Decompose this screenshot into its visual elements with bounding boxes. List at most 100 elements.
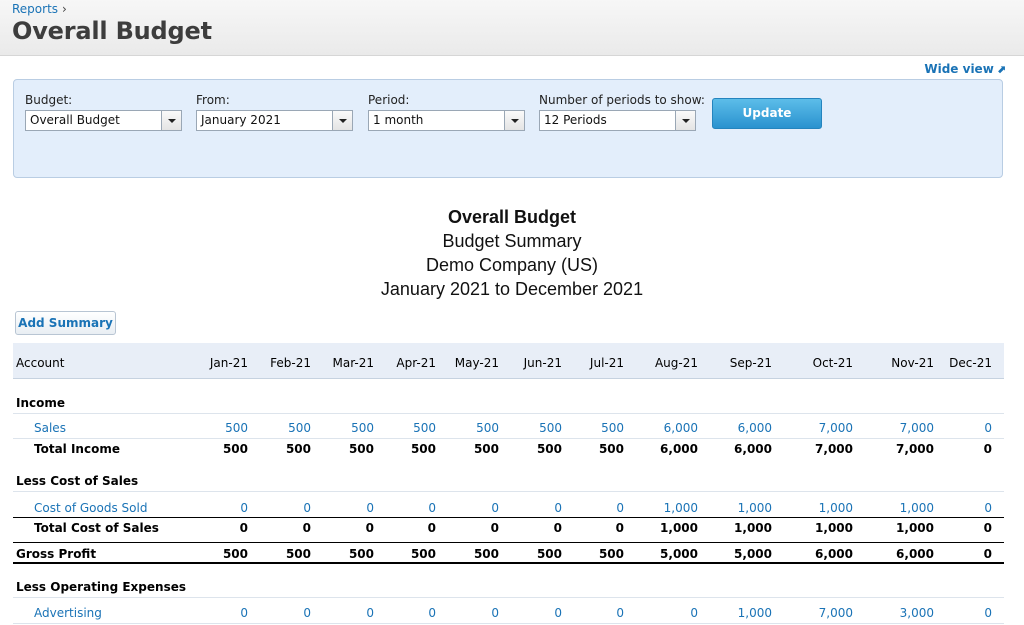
- advertising-value-8[interactable]: 0: [690, 606, 698, 620]
- total-income-value-12: 0: [983, 442, 992, 456]
- cogs-value-9[interactable]: 1,000: [737, 501, 772, 515]
- account-link-cogs[interactable]: Cost of Goods Sold: [34, 501, 148, 515]
- gross-profit-label: Gross Profit: [16, 547, 97, 561]
- periods-select-value: 12 Periods: [544, 113, 607, 127]
- budget-select[interactable]: Overall Budget: [25, 110, 182, 131]
- month-column-header-2: Feb-21: [270, 356, 311, 370]
- gross-profit-value-8: 5,000: [660, 547, 698, 561]
- total-cost-of-sales-value-11: 1,000: [896, 521, 934, 535]
- total-cost-of-sales-value-9: 1,000: [734, 521, 772, 535]
- period-field: Period: 1 month: [368, 93, 525, 131]
- advertising-value-4[interactable]: 0: [428, 606, 436, 620]
- cogs-value-7[interactable]: 0: [616, 501, 624, 515]
- page-title: Overall Budget: [12, 17, 212, 45]
- cogs-value-11[interactable]: 1,000: [899, 501, 934, 515]
- period-select-value: 1 month: [373, 113, 424, 127]
- sales-value-3[interactable]: 500: [351, 421, 374, 435]
- account-link-advertising[interactable]: Advertising: [34, 606, 102, 620]
- cogs-value-12[interactable]: 0: [984, 501, 992, 515]
- sales-value-11[interactable]: 7,000: [899, 421, 934, 435]
- total-cost-of-sales-value-6: 0: [553, 521, 562, 535]
- row-divider: [13, 542, 1004, 543]
- cogs-value-6[interactable]: 0: [554, 501, 562, 515]
- budget-label: Budget:: [25, 93, 73, 107]
- month-column-header-5: May-21: [454, 356, 499, 370]
- cogs-value-3[interactable]: 0: [366, 501, 374, 515]
- chevron-down-icon[interactable]: [161, 111, 181, 130]
- advertising-value-5[interactable]: 0: [491, 606, 499, 620]
- cogs-value-4[interactable]: 0: [428, 501, 436, 515]
- cogs-value-5[interactable]: 0: [491, 501, 499, 515]
- month-column-header-3: Mar-21: [332, 356, 374, 370]
- total-income-value-5: 500: [473, 442, 499, 456]
- add-summary-button[interactable]: Add Summary: [15, 311, 116, 335]
- total-income-value-9: 6,000: [734, 442, 772, 456]
- breadcrumb: Reports ›: [12, 2, 67, 16]
- month-column-header-4: Apr-21: [396, 356, 436, 370]
- total-income-label: Total Income: [34, 442, 120, 456]
- row-divider: [13, 491, 1004, 492]
- gross-profit-value-9: 5,000: [734, 547, 772, 561]
- gross-profit-value-12: 0: [983, 547, 992, 561]
- advertising-value-3[interactable]: 0: [366, 606, 374, 620]
- advertising-value-9[interactable]: 1,000: [737, 606, 772, 620]
- cogs-value-8[interactable]: 1,000: [663, 501, 698, 515]
- advertising-value-1[interactable]: 0: [240, 606, 248, 620]
- chevron-down-icon[interactable]: [504, 111, 524, 130]
- month-column-header-6: Jun-21: [523, 356, 562, 370]
- periods-select[interactable]: 12 Periods: [539, 110, 696, 131]
- sales-value-6[interactable]: 500: [539, 421, 562, 435]
- total-cost-of-sales-label: Total Cost of Sales: [34, 521, 159, 535]
- month-column-header-9: Sep-21: [729, 356, 772, 370]
- cogs-value-2[interactable]: 0: [303, 501, 311, 515]
- total-cost-of-sales-value-7: 0: [615, 521, 624, 535]
- sales-value-2[interactable]: 500: [288, 421, 311, 435]
- row-divider: [13, 623, 1004, 624]
- sales-value-4[interactable]: 500: [413, 421, 436, 435]
- from-field: From: January 2021: [196, 93, 353, 131]
- sales-value-12[interactable]: 0: [984, 421, 992, 435]
- total-income-value-8: 6,000: [660, 442, 698, 456]
- advertising-value-12[interactable]: 0: [984, 606, 992, 620]
- cogs-value-10[interactable]: 1,000: [818, 501, 853, 515]
- month-column-header-12: Dec-21: [949, 356, 992, 370]
- section-cost-of-sales: Less Cost of Sales: [16, 474, 139, 488]
- chevron-down-icon[interactable]: [332, 111, 352, 130]
- report-subtitle: Budget Summary: [442, 231, 582, 251]
- advertising-value-7[interactable]: 0: [616, 606, 624, 620]
- total-cost-of-sales-value-5: 0: [490, 521, 499, 535]
- advertising-value-11[interactable]: 3,000: [899, 606, 934, 620]
- from-select[interactable]: January 2021: [196, 110, 353, 131]
- budget-select-value: Overall Budget: [30, 113, 120, 127]
- row-divider: [13, 517, 1004, 518]
- breadcrumb-reports-link[interactable]: Reports: [12, 2, 59, 16]
- sales-value-7[interactable]: 500: [601, 421, 624, 435]
- sales-value-9[interactable]: 6,000: [737, 421, 772, 435]
- section-operating-expenses: Less Operating Expenses: [16, 580, 186, 594]
- advertising-value-6[interactable]: 0: [554, 606, 562, 620]
- total-cost-of-sales-value-3: 0: [365, 521, 374, 535]
- account-link-sales[interactable]: Sales: [34, 421, 66, 435]
- total-cost-of-sales-value-8: 1,000: [660, 521, 698, 535]
- report-date-range: January 2021 to December 2021: [380, 279, 644, 299]
- total-income-value-7: 500: [598, 442, 624, 456]
- advertising-value-10[interactable]: 7,000: [818, 606, 853, 620]
- sales-value-1[interactable]: 500: [225, 421, 248, 435]
- sales-value-10[interactable]: 7,000: [818, 421, 853, 435]
- total-income-value-11: 7,000: [896, 442, 934, 456]
- advertising-value-2[interactable]: 0: [303, 606, 311, 620]
- section-income: Income: [16, 396, 66, 410]
- gross-profit-value-7: 500: [598, 547, 624, 561]
- period-select[interactable]: 1 month: [368, 110, 525, 131]
- wide-view-link[interactable]: Wide view ⬈: [924, 62, 1006, 76]
- from-label: From:: [196, 93, 230, 107]
- sales-value-8[interactable]: 6,000: [663, 421, 698, 435]
- sales-value-5[interactable]: 500: [476, 421, 499, 435]
- periods-label: Number of periods to show:: [539, 93, 705, 107]
- update-button[interactable]: Update: [712, 98, 822, 129]
- page-header: Reports › Overall Budget: [0, 0, 1024, 56]
- chevron-down-icon[interactable]: [675, 111, 695, 130]
- cogs-value-1[interactable]: 0: [240, 501, 248, 515]
- total-income-value-10: 7,000: [815, 442, 853, 456]
- gross-profit-value-4: 500: [410, 547, 436, 561]
